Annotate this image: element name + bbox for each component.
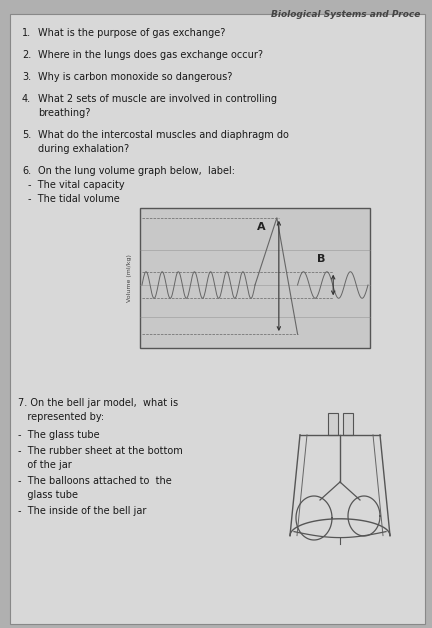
Text: 2.: 2. (22, 50, 31, 60)
Text: What 2 sets of muscle are involved in controlling: What 2 sets of muscle are involved in co… (38, 94, 277, 104)
Text: -  The rubber sheet at the bottom: - The rubber sheet at the bottom (18, 446, 183, 456)
Text: Why is carbon monoxide so dangerous?: Why is carbon monoxide so dangerous? (38, 72, 232, 82)
Bar (140, 208, 370, 348)
Text: B: B (317, 254, 325, 264)
Text: A: A (257, 222, 265, 232)
Text: -  The tidal volume: - The tidal volume (28, 194, 120, 204)
Text: -  The balloons attached to  the: - The balloons attached to the (18, 476, 172, 486)
Text: What is the purpose of gas exchange?: What is the purpose of gas exchange? (38, 28, 226, 38)
Text: 4.: 4. (22, 94, 31, 104)
Text: 6.: 6. (22, 166, 31, 176)
Text: 3.: 3. (22, 72, 31, 82)
Text: Biological Systems and Proce: Biological Systems and Proce (270, 10, 420, 19)
Text: Where in the lungs does gas exchange occur?: Where in the lungs does gas exchange occ… (38, 50, 263, 60)
Text: 7. On the bell jar model,  what is: 7. On the bell jar model, what is (18, 398, 178, 408)
Text: -  The vital capacity: - The vital capacity (28, 180, 124, 190)
Text: -  The glass tube: - The glass tube (18, 430, 100, 440)
Bar (327, 413, 337, 435)
Text: -  The inside of the bell jar: - The inside of the bell jar (18, 506, 146, 516)
Text: On the lung volume graph below,  label:: On the lung volume graph below, label: (38, 166, 235, 176)
Text: glass tube: glass tube (18, 490, 78, 500)
Text: 1.: 1. (22, 28, 31, 38)
Text: during exhalation?: during exhalation? (38, 144, 129, 154)
Text: 5.: 5. (22, 130, 31, 140)
Text: represented by:: represented by: (18, 412, 104, 422)
Text: What do the intercostal muscles and diaphragm do: What do the intercostal muscles and diap… (38, 130, 289, 140)
Bar (343, 413, 353, 435)
Text: Volume (ml/kg): Volume (ml/kg) (127, 254, 133, 302)
Text: of the jar: of the jar (18, 460, 72, 470)
Text: breathing?: breathing? (38, 108, 90, 118)
